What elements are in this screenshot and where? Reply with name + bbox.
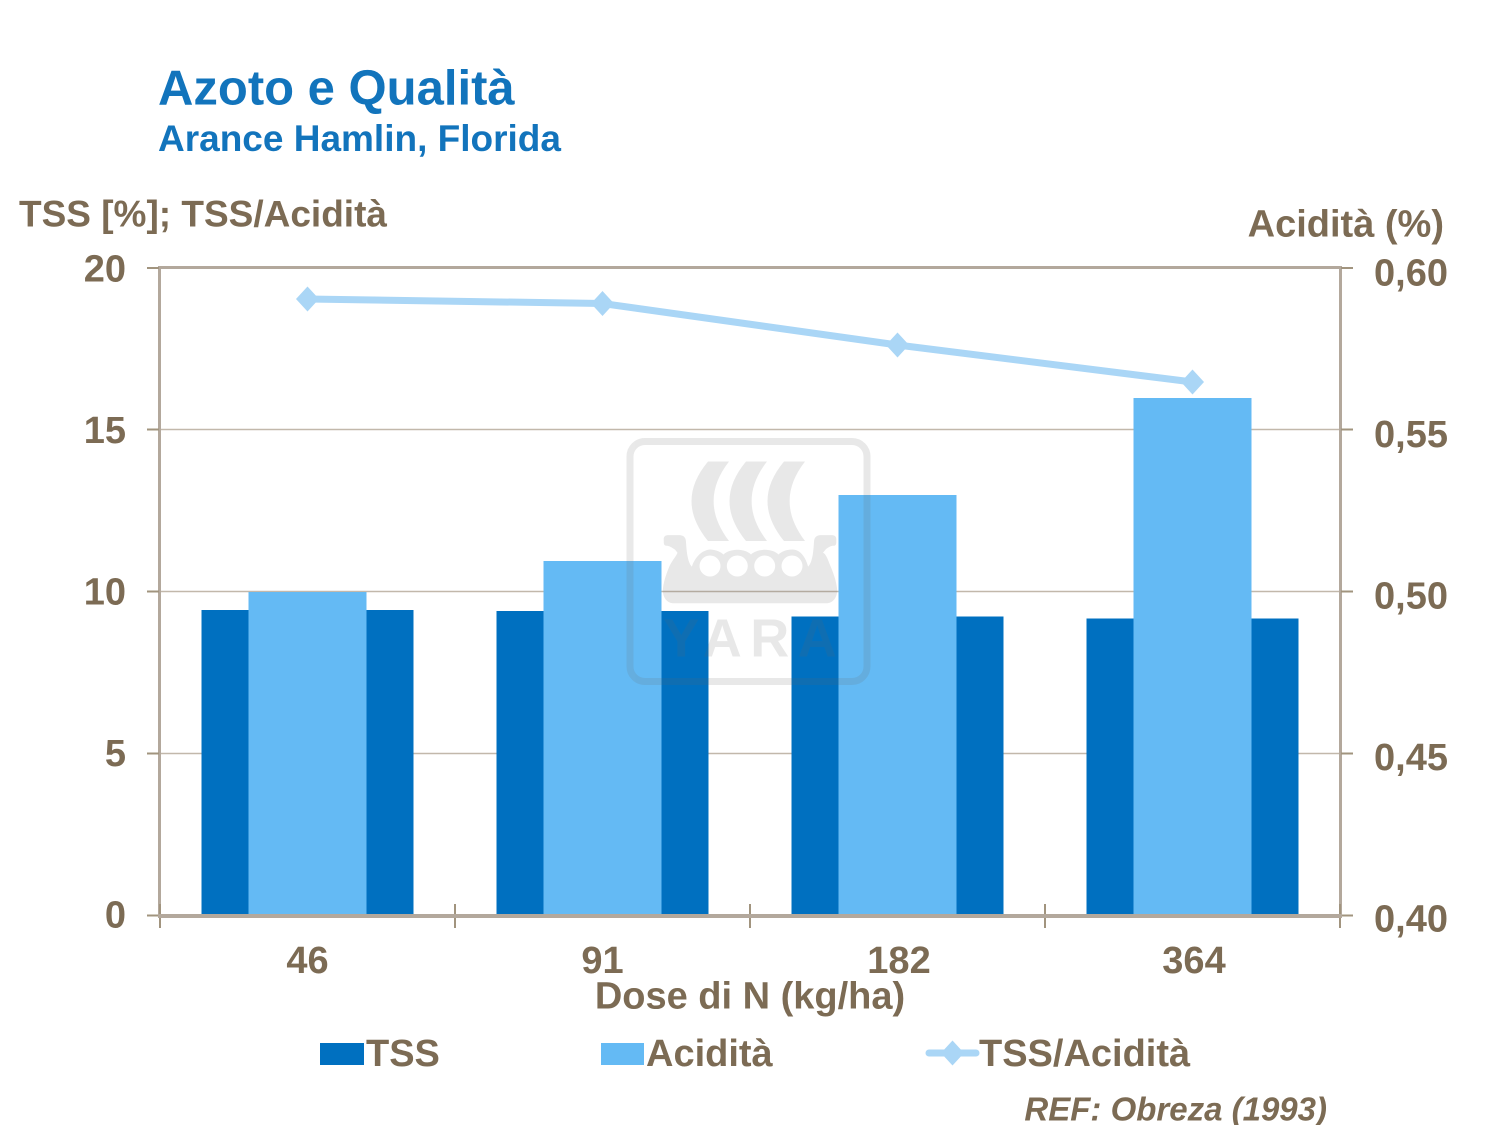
svg-text:0,60: 0,60 xyxy=(1374,253,1448,295)
svg-text:0,40: 0,40 xyxy=(1374,899,1448,941)
svg-text:Dose di N (kg/ha): Dose di N (kg/ha) xyxy=(595,976,905,1018)
svg-text:20: 20 xyxy=(84,249,126,291)
svg-text:Acidità (%): Acidità (%) xyxy=(1248,204,1444,246)
svg-text:91: 91 xyxy=(581,940,623,982)
svg-text:0: 0 xyxy=(105,895,126,937)
svg-text:TSS/Acidità: TSS/Acidità xyxy=(979,1033,1191,1075)
svg-text:Azoto e Qualità: Azoto e Qualità xyxy=(158,62,515,116)
svg-text:10: 10 xyxy=(84,572,126,614)
svg-text:Arance Hamlin, Florida: Arance Hamlin, Florida xyxy=(158,118,561,159)
svg-text:Acidità: Acidità xyxy=(646,1033,774,1075)
svg-text:15: 15 xyxy=(84,410,126,452)
svg-text:0,55: 0,55 xyxy=(1374,414,1448,456)
svg-text:TSS: TSS xyxy=(366,1033,440,1075)
svg-text:5: 5 xyxy=(105,733,126,775)
svg-text:0,45: 0,45 xyxy=(1374,737,1448,779)
svg-text:364: 364 xyxy=(1162,940,1225,982)
svg-text:46: 46 xyxy=(286,940,328,982)
svg-text:0,50: 0,50 xyxy=(1374,576,1448,618)
svg-text:REF: Obreza (1993): REF: Obreza (1993) xyxy=(1024,1091,1327,1125)
svg-text:YARA: YARA xyxy=(663,609,845,669)
svg-text:182: 182 xyxy=(867,940,930,982)
svg-text:TSS [%]; TSS/Acidità: TSS [%]; TSS/Acidità xyxy=(19,194,387,235)
